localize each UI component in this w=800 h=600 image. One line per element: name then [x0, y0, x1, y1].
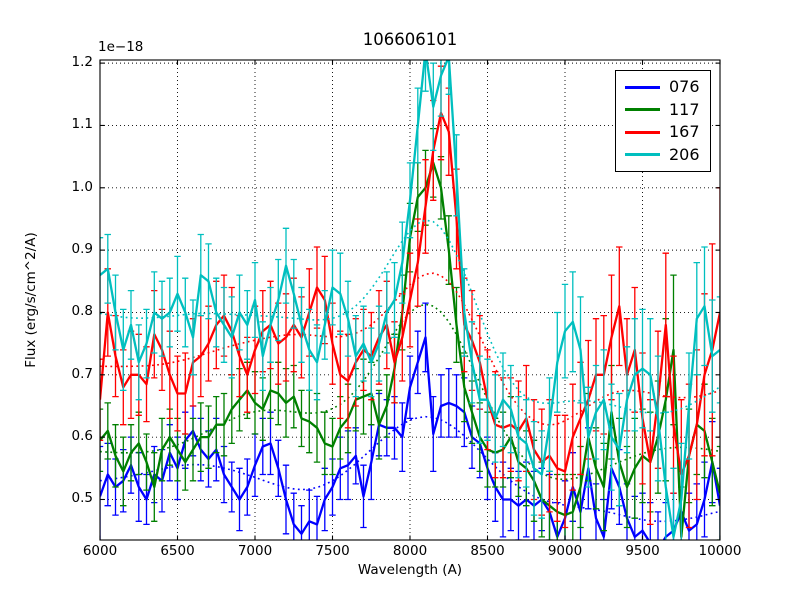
legend-item: 206	[625, 144, 700, 167]
y-tick-label: 0.8	[71, 303, 93, 320]
legend-item: 117	[625, 99, 700, 122]
y-tick-label: 0.5	[71, 490, 93, 507]
x-tick-label: 7500	[315, 543, 350, 559]
legend-line-swatch	[625, 130, 660, 134]
legend-label: 167	[669, 122, 700, 142]
series-076-smoothed-line	[100, 415, 720, 523]
series-206-line	[100, 60, 720, 539]
x-tick-label: 8000	[392, 543, 428, 559]
legend: 076 117 167 206	[615, 70, 711, 172]
y-tick-label: 0.7	[71, 365, 93, 382]
x-tick-label: 10000	[698, 543, 742, 559]
tick-marks	[99, 60, 721, 540]
legend-label: 117	[669, 99, 700, 119]
x-tick-label: 9500	[625, 543, 660, 559]
series-076-line	[100, 336, 720, 540]
legend-line-swatch	[625, 108, 660, 112]
x-tick-label: 8500	[470, 543, 505, 559]
legend-label: 076	[669, 77, 700, 97]
legend-line-swatch	[625, 85, 660, 89]
legend-label: 206	[669, 144, 700, 164]
y-axis-offset-label: 1e−18	[98, 39, 144, 55]
y-tick-label: 1.0	[71, 178, 93, 195]
x-tick-label: 9000	[547, 543, 583, 559]
legend-item: 076	[625, 76, 700, 99]
x-tick-label: 7000	[237, 543, 273, 559]
x-tick-label: 6000	[82, 543, 118, 559]
y-tick-label: 1.1	[71, 116, 93, 133]
y-axis-label: Flux (erg/s/cm^2/A)	[23, 232, 39, 368]
x-tick-label: 6500	[160, 543, 195, 559]
series-167-line	[100, 111, 720, 476]
y-tick-label: 0.9	[71, 241, 93, 258]
x-axis-label: Wavelength (A)	[357, 562, 463, 578]
legend-item: 167	[625, 121, 700, 144]
legend-line-swatch	[625, 153, 660, 157]
plot-title: 106606101	[362, 30, 458, 49]
y-tick-label: 0.6	[71, 428, 93, 445]
y-tick-label: 1.2	[71, 54, 93, 71]
